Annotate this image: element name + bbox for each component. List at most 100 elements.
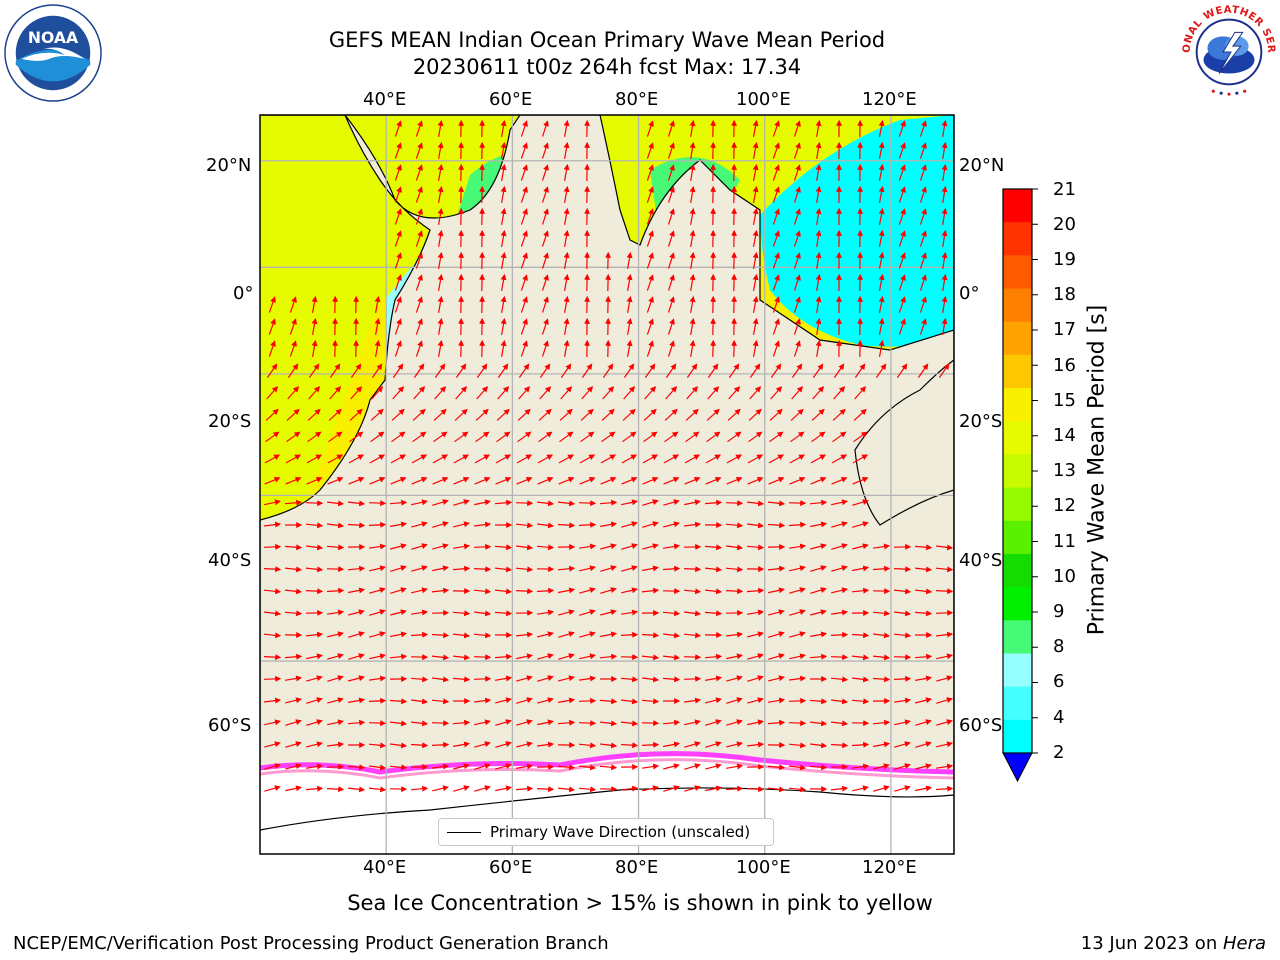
wave-direction-arrow [898, 164, 906, 181]
wave-direction-arrow [389, 764, 408, 771]
wave-direction-arrow [935, 588, 954, 595]
wave-direction-arrow [663, 521, 680, 528]
wave-direction-arrow [311, 295, 318, 314]
wave-direction-arrow [415, 252, 423, 269]
wave-direction-arrow [935, 566, 954, 573]
wave-direction-arrow [500, 251, 507, 270]
wave-direction-arrow [520, 142, 528, 159]
wave-direction-arrow [935, 785, 954, 792]
wave-direction-arrow [772, 142, 780, 159]
wave-direction-arrow [264, 521, 282, 528]
wave-direction-arrow [852, 499, 869, 506]
wave-direction-arrow [537, 476, 554, 485]
wave-direction-arrow [831, 521, 848, 528]
wave-direction-arrow [941, 119, 948, 137]
noaa-logo: NOAA [4, 4, 102, 102]
wave-direction-arrow [641, 632, 660, 639]
wave-direction-arrow [329, 363, 341, 378]
wave-direction-arrow [626, 295, 633, 314]
wave-direction-arrow [415, 274, 423, 291]
wave-direction-arrow [915, 697, 932, 704]
wave-direction-arrow [810, 720, 828, 727]
wave-direction-arrow [725, 785, 744, 792]
wave-direction-arrow [415, 142, 423, 159]
colorbar-segment [1003, 454, 1032, 489]
colorbar-tick: 17 [1053, 319, 1076, 340]
wave-direction-arrow [389, 698, 408, 705]
wave-direction-arrow [437, 119, 444, 138]
wave-direction-arrow [452, 676, 471, 683]
colorbar-segment [1003, 255, 1032, 290]
wave-direction-arrow [580, 408, 594, 421]
wave-direction-arrow [390, 609, 407, 616]
wave-direction-arrow [790, 431, 805, 443]
wave-direction-arrow [898, 318, 906, 335]
wave-direction-arrow [667, 120, 675, 137]
wave-direction-arrow [559, 431, 574, 443]
wave-direction-arrow [369, 631, 386, 638]
wave-direction-arrow [789, 454, 806, 464]
wave-direction-arrow [453, 476, 470, 485]
wave-direction-arrow [919, 186, 927, 203]
wave-direction-arrow [893, 632, 912, 639]
map-legend: Primary Wave Direction (unscaled) [438, 818, 774, 846]
wave-direction-arrow [872, 565, 891, 572]
wave-direction-arrow [705, 454, 722, 464]
wave-direction-arrow [411, 543, 428, 550]
wave-direction-arrow [789, 609, 806, 616]
wave-direction-arrow [368, 697, 387, 704]
wave-direction-arrow [563, 163, 570, 182]
wave-direction-arrow [311, 339, 318, 358]
colorbar-tick: 16 [1053, 355, 1076, 376]
wave-direction-arrow [914, 653, 933, 660]
wave-direction-arrow [600, 742, 618, 749]
wave-direction-arrow [749, 363, 761, 378]
colorbar-tick: 8 [1053, 636, 1065, 657]
wave-direction-arrow [369, 565, 386, 572]
wave-direction-arrow [772, 318, 780, 335]
wave-direction-arrow [915, 741, 932, 748]
wave-direction-arrow [563, 229, 570, 248]
wave-direction-arrow [936, 697, 953, 704]
bottom-lon-label: 80°E [615, 857, 659, 878]
wave-direction-arrow [791, 363, 803, 378]
wave-direction-arrow [390, 476, 407, 485]
wave-direction-arrow [830, 676, 849, 683]
wave-direction-arrow [541, 120, 549, 137]
wave-direction-arrow [538, 431, 553, 443]
wave-direction-arrow [726, 476, 743, 485]
wave-direction-arrow [894, 697, 912, 704]
wave-direction-arrow [642, 785, 659, 792]
wave-direction-arrow [284, 499, 303, 506]
wave-direction-arrow [287, 386, 300, 400]
wave-direction-arrow [599, 499, 618, 506]
wave-direction-arrow [473, 654, 492, 661]
wave-direction-arrow [520, 252, 528, 269]
wave-direction-arrow [747, 653, 764, 660]
wave-direction-arrow [306, 476, 323, 485]
wave-direction-arrow [539, 386, 552, 400]
wave-direction-arrow [433, 431, 448, 443]
wave-direction-arrow [390, 720, 408, 727]
wave-direction-arrow [368, 786, 387, 793]
wave-direction-arrow [752, 207, 759, 226]
wave-direction-arrow [689, 317, 696, 335]
colorbar-tick: 18 [1053, 284, 1076, 305]
colorbar-tick: 19 [1053, 249, 1076, 270]
wave-direction-arrow [306, 697, 323, 704]
wave-direction-arrow [520, 274, 528, 291]
wave-direction-arrow [810, 543, 827, 550]
wave-direction-arrow [497, 386, 510, 400]
wave-direction-arrow [898, 274, 906, 291]
wave-direction-arrow [350, 363, 362, 378]
wave-direction-arrow [264, 719, 281, 726]
wave-direction-arrow [520, 164, 528, 181]
wave-direction-arrow [915, 763, 932, 770]
wave-direction-arrow [431, 720, 450, 727]
wave-direction-arrow [768, 454, 785, 464]
wave-direction-arrow [496, 431, 511, 443]
wave-direction-arrow [788, 697, 807, 704]
wave-direction-arrow [705, 697, 722, 704]
wave-direction-arrow [394, 120, 402, 137]
wave-direction-arrow [327, 675, 344, 682]
